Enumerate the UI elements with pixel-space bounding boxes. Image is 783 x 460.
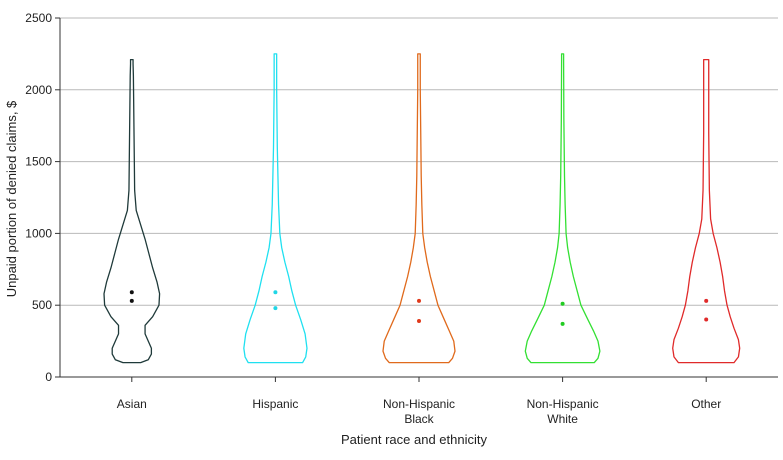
axes: 0 500 1000 1500 2000 2500 — [25, 11, 778, 384]
mean-marker-0 — [129, 290, 134, 295]
y-tick-label: 500 — [32, 298, 52, 312]
violins — [103, 53, 741, 364]
y-tick-label: 0 — [45, 370, 52, 384]
mean-marker-3 — [560, 301, 565, 306]
y-tick-label: 1500 — [25, 155, 52, 169]
x-tick-label: Non-Hispanic — [383, 397, 455, 411]
x-tick-label: Black — [404, 412, 434, 426]
y-axis-title: Unpaid portion of denied claims, $ — [4, 100, 19, 297]
y-tick-label: 1000 — [25, 226, 52, 240]
x-tick-label: Other — [691, 397, 721, 411]
median-marker-1 — [273, 306, 278, 311]
category-labels: Asian Hispanic Non-HispanicBlackNon-Hispan… — [117, 397, 721, 426]
violin-1 — [243, 53, 308, 364]
x-tick-label: White — [547, 412, 578, 426]
median-marker-2 — [417, 318, 421, 323]
y-tick-label: 2500 — [25, 11, 52, 25]
median-marker-4 — [704, 317, 709, 322]
x-axis-title: Patient race and ethnicity — [341, 432, 487, 447]
violin-0 — [103, 58, 161, 364]
median-marker-0 — [129, 298, 134, 303]
x-tick-label: Hispanic — [252, 397, 298, 411]
violin-2 — [382, 53, 456, 364]
mean-marker-4 — [704, 298, 709, 303]
violin-3 — [524, 53, 601, 364]
mean-marker-2 — [417, 298, 421, 303]
grid-lines — [60, 17, 778, 306]
y-tick-label: 2000 — [25, 83, 52, 97]
violin-4 — [672, 58, 741, 364]
mean-marker-1 — [273, 290, 278, 295]
x-tick-label: Asian — [117, 397, 147, 411]
median-marker-3 — [560, 321, 565, 326]
x-tick-label: Non-Hispanic — [527, 397, 599, 411]
